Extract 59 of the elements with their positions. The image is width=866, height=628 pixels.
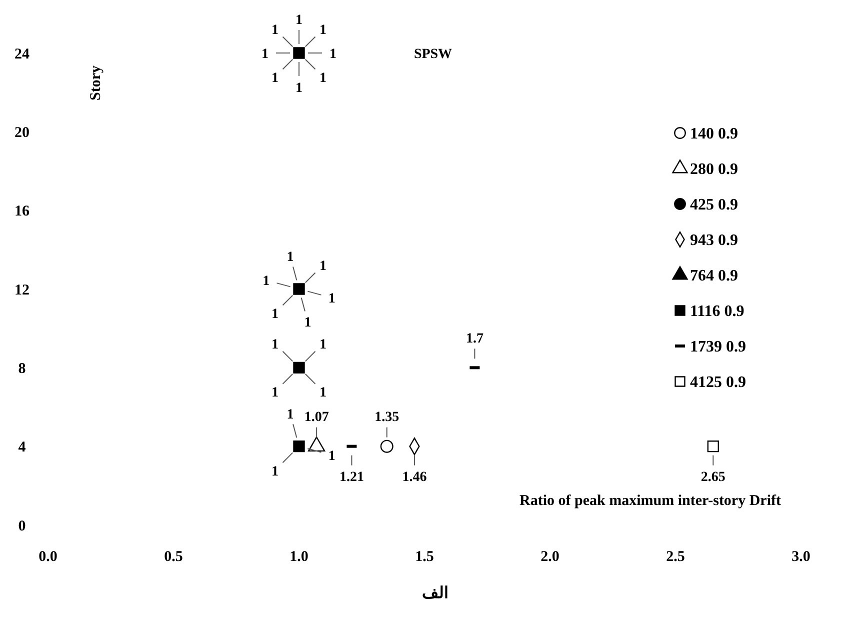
y-axis-title: Story xyxy=(88,65,104,100)
annotation: 1 xyxy=(271,338,278,353)
annotation: 1 xyxy=(330,46,336,62)
annotation: 1 xyxy=(296,12,302,28)
annotation: 1.46 xyxy=(402,470,427,486)
x-tick-label: 2.0 xyxy=(540,549,560,565)
annotation: 1 xyxy=(271,70,278,86)
annotation: 1 xyxy=(271,464,278,480)
annotation: 1 xyxy=(320,386,327,401)
x-tick-label: 3.0 xyxy=(792,549,810,565)
annotation: 1 xyxy=(304,316,312,331)
legend-label: 1739 0.9 xyxy=(690,338,746,356)
annotation: 1.07 xyxy=(304,410,329,426)
annotation: 1.21 xyxy=(339,470,364,486)
x-tick-label: 1.0 xyxy=(290,549,308,565)
y-tick-label: 16 xyxy=(14,204,30,220)
point xyxy=(293,283,305,295)
legend-label: 140 0.9 xyxy=(690,126,738,143)
legend-label: 764 0.9 xyxy=(690,268,738,285)
point xyxy=(293,47,305,59)
annotation: 1 xyxy=(328,449,336,464)
legend-label: 280 0.9 xyxy=(690,161,738,178)
annotation: 1 xyxy=(320,338,327,353)
text: الف xyxy=(422,585,448,602)
annotation: 1 xyxy=(320,22,327,38)
annotation: 1 xyxy=(271,386,278,401)
y-tick-label: 24 xyxy=(14,46,30,62)
point xyxy=(380,440,394,453)
x-tick-label: 0.0 xyxy=(38,549,58,565)
y-tick-label: 4 xyxy=(18,440,26,456)
legend-label: 425 0.9 xyxy=(690,196,738,214)
point xyxy=(707,440,719,452)
y-tick-label: 12 xyxy=(14,282,30,298)
annotation: 1 xyxy=(271,22,278,38)
annotation: 1 xyxy=(286,250,294,266)
annotation: 1 xyxy=(320,258,327,274)
annotation: 2.65 xyxy=(700,470,726,486)
y-tick-label: 8 xyxy=(18,360,26,377)
annotation: 1 xyxy=(286,407,294,422)
x-tick-label: 0.5 xyxy=(164,549,183,565)
point xyxy=(293,362,305,374)
annotation: 1 xyxy=(328,292,336,307)
annotation: 1.7 xyxy=(466,332,484,347)
annotation: SPSW xyxy=(414,47,452,62)
x-tick-label: 1.5 xyxy=(415,549,434,565)
legend-label: 1116 0.9 xyxy=(690,303,744,320)
x-tick-label: 2.5 xyxy=(666,549,685,565)
legend-label: 4125 0.9 xyxy=(690,374,746,392)
y-tick-label: 0 xyxy=(18,518,26,534)
annotation: 1.35 xyxy=(374,410,400,426)
annotation: 1 xyxy=(296,80,302,96)
x-axis-title: Ratio of peak maximum inter-story Drift xyxy=(520,493,781,509)
legend-label: 943 0.9 xyxy=(690,232,738,250)
annotation: 1 xyxy=(262,274,270,290)
point xyxy=(293,440,305,452)
annotation: 1 xyxy=(262,46,268,62)
annotation: 1 xyxy=(271,306,278,322)
annotation: 1 xyxy=(320,70,327,86)
y-tick-label: 20 xyxy=(14,124,30,141)
